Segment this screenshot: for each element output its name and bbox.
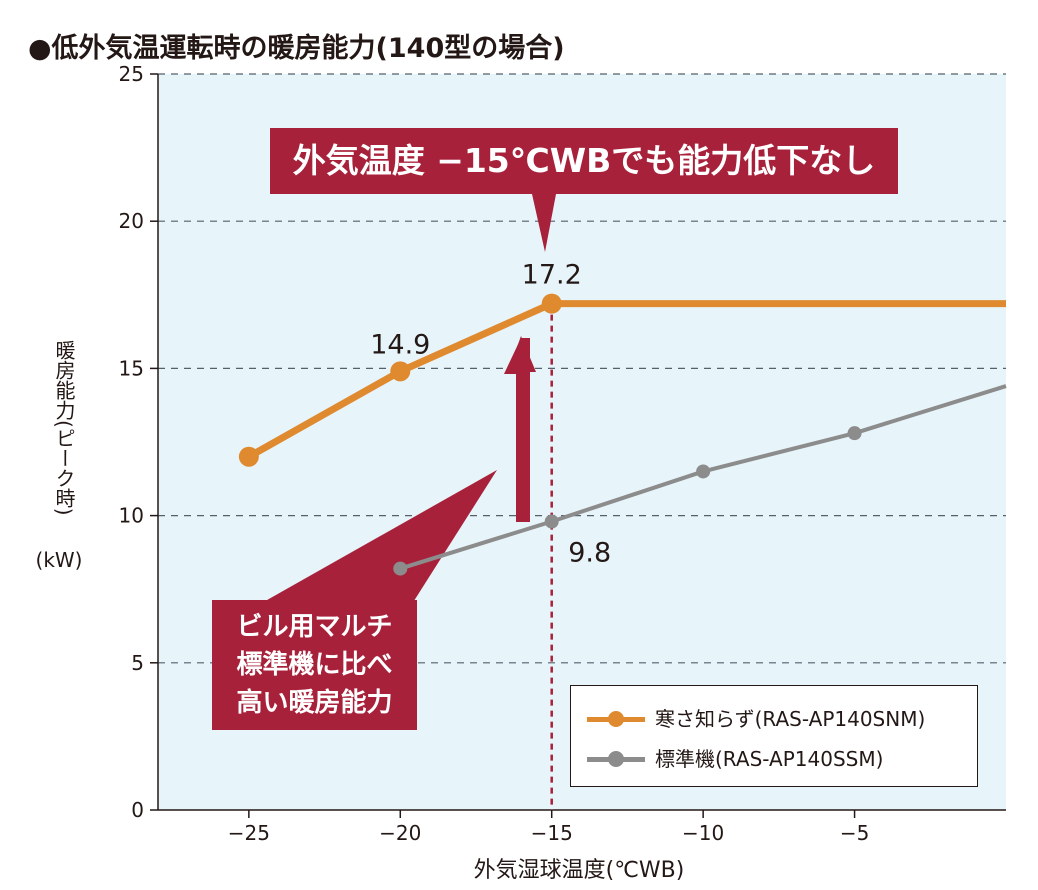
y-tick-label: 20 [119, 209, 144, 233]
x-tick-label: −25 [228, 821, 270, 845]
callout-line-3: 高い暖房能力 [236, 688, 393, 718]
callout-higher-capacity: ビル用マルチ 標準機に比べ 高い暖房能力 [212, 600, 417, 730]
value-label: 17.2 [522, 260, 582, 291]
legend-swatch-dot [608, 751, 624, 767]
callout-line-2: 標準機に比べ [236, 650, 393, 680]
value-labels: 14.9 17.2 9.8 [370, 260, 611, 569]
legend-item-snm: 寒さ知らず(RAS-AP140SNM) [571, 704, 977, 734]
y-axis-unit: (kW) [35, 548, 83, 572]
x-tick-label: −10 [682, 821, 724, 845]
legend-label: 標準機(RAS-AP140SSM) [655, 747, 884, 771]
y-tick-label: 25 [119, 62, 144, 86]
data-point [390, 361, 411, 382]
callout-no-capacity-drop: 外気温度 −15℃WBでも能力低下なし [270, 128, 898, 194]
legend: 寒さ知らず(RAS-AP140SNM) 標準機(RAS-AP140SSM) [570, 685, 978, 787]
callout-pointer-left [260, 470, 497, 604]
annotation-arrows [260, 194, 556, 604]
data-point [696, 464, 711, 479]
y-tick-label: 5 [131, 651, 144, 675]
chart-title: ●低外気温運転時の暖房能力(140型の場合) [28, 33, 565, 64]
data-point [847, 426, 862, 441]
x-tick-label: −5 [840, 821, 869, 845]
x-tick-label: −15 [531, 821, 573, 845]
legend-swatch-dot [608, 711, 624, 727]
y-tick-label: 10 [119, 504, 144, 528]
x-tick-label: −20 [379, 821, 421, 845]
y-axis-label: 暖房能力(ピーク時) [52, 340, 76, 516]
legend-label: 寒さ知らず(RAS-AP140SNM) [655, 707, 926, 731]
data-point [544, 514, 559, 529]
data-point [393, 561, 408, 576]
callout-pointer-top [532, 194, 556, 252]
data-point [238, 446, 259, 467]
value-label: 9.8 [568, 537, 611, 568]
value-label: 14.9 [370, 329, 430, 360]
legend-item-ssm: 標準機(RAS-AP140SSM) [571, 744, 977, 774]
up-arrow-head [508, 336, 536, 522]
x-axis-label: 外気湿球温度(℃WB) [473, 858, 685, 883]
grid-lines [158, 73, 1006, 664]
series-line-0 [247, 300, 1006, 460]
callout-line-1: ビル用マルチ [236, 612, 393, 642]
axes: 0 5 10 15 20 25 −25 −20 −15 −10 −5 [119, 62, 1006, 845]
data-point [541, 293, 562, 314]
series-group [238, 293, 1007, 576]
y-tick-label: 0 [131, 798, 144, 822]
y-tick-label: 15 [119, 356, 144, 380]
